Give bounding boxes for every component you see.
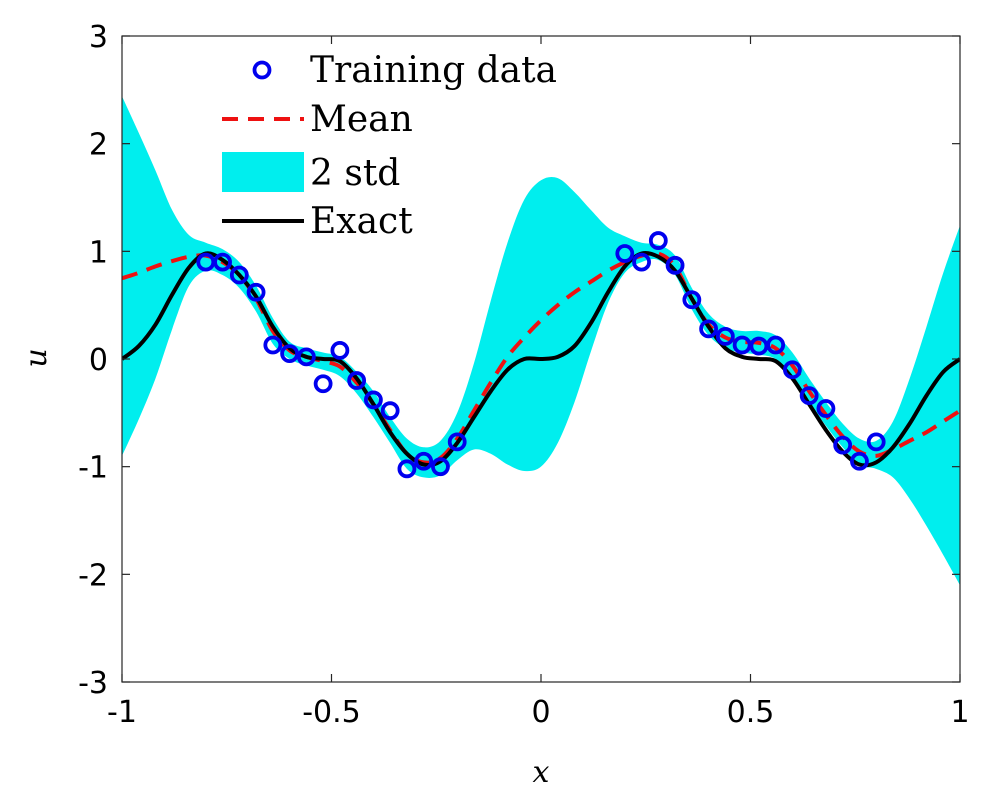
training-point bbox=[783, 360, 802, 380]
x-tick-label: 0 bbox=[531, 695, 550, 730]
training-point bbox=[380, 401, 400, 421]
training-point bbox=[799, 386, 819, 406]
legend-marker-training bbox=[252, 60, 272, 80]
y-tick-label: 3 bbox=[89, 20, 108, 55]
training-point bbox=[682, 290, 702, 310]
training-point bbox=[330, 340, 350, 360]
y-tick-label: 1 bbox=[89, 235, 108, 270]
y-tick-label: -2 bbox=[78, 558, 108, 593]
training-point bbox=[414, 451, 434, 471]
training-point bbox=[447, 432, 467, 452]
training-point bbox=[850, 451, 869, 471]
training-point bbox=[363, 390, 383, 410]
x-tick-label: -1 bbox=[107, 695, 137, 730]
training-point bbox=[665, 255, 685, 275]
training-point bbox=[816, 399, 836, 418]
std-band bbox=[122, 96, 960, 586]
training-point bbox=[766, 335, 786, 355]
legend-marker-std-band bbox=[222, 152, 304, 192]
x-axis-title: x bbox=[533, 755, 550, 790]
training-points-layer bbox=[196, 231, 886, 479]
training-point bbox=[615, 244, 635, 263]
y-tick-label: 2 bbox=[89, 128, 108, 163]
y-tick-label: -1 bbox=[78, 451, 108, 486]
y-tick-label: 0 bbox=[89, 343, 108, 378]
legend-label-training: Training data bbox=[310, 50, 557, 91]
training-point bbox=[263, 335, 283, 355]
legend-label-mean: Mean bbox=[310, 99, 413, 140]
training-point bbox=[213, 252, 232, 272]
training-point bbox=[833, 435, 853, 455]
training-point bbox=[229, 265, 249, 285]
training-point bbox=[397, 459, 417, 479]
exact-line bbox=[122, 250, 960, 468]
training-point bbox=[431, 457, 450, 477]
exact-layer bbox=[122, 250, 960, 468]
std-band-layer bbox=[122, 96, 960, 586]
training-point bbox=[246, 282, 266, 302]
training-point bbox=[648, 231, 668, 250]
axis-ticks: -1 -0.5 0 0.5 1 -3 -2 -1 0 1 2 3 bbox=[78, 20, 969, 730]
legend-label-exact: Exact bbox=[310, 201, 413, 242]
training-point bbox=[347, 371, 367, 390]
training-point bbox=[699, 319, 718, 339]
y-tick-label: -3 bbox=[78, 666, 108, 701]
y-axis-title: u bbox=[19, 348, 54, 367]
x-tick-label: -0.5 bbox=[302, 695, 361, 730]
x-tick-label: 1 bbox=[950, 695, 969, 730]
training-point bbox=[280, 344, 300, 364]
training-point bbox=[866, 432, 886, 452]
training-point bbox=[632, 252, 651, 272]
training-point bbox=[715, 326, 735, 346]
legend: Training data Mean 2 std Exact bbox=[222, 50, 557, 242]
x-tick-label: 0.5 bbox=[727, 695, 775, 730]
training-point bbox=[296, 347, 316, 367]
training-point bbox=[313, 374, 333, 394]
legend-label-std: 2 std bbox=[310, 153, 400, 194]
